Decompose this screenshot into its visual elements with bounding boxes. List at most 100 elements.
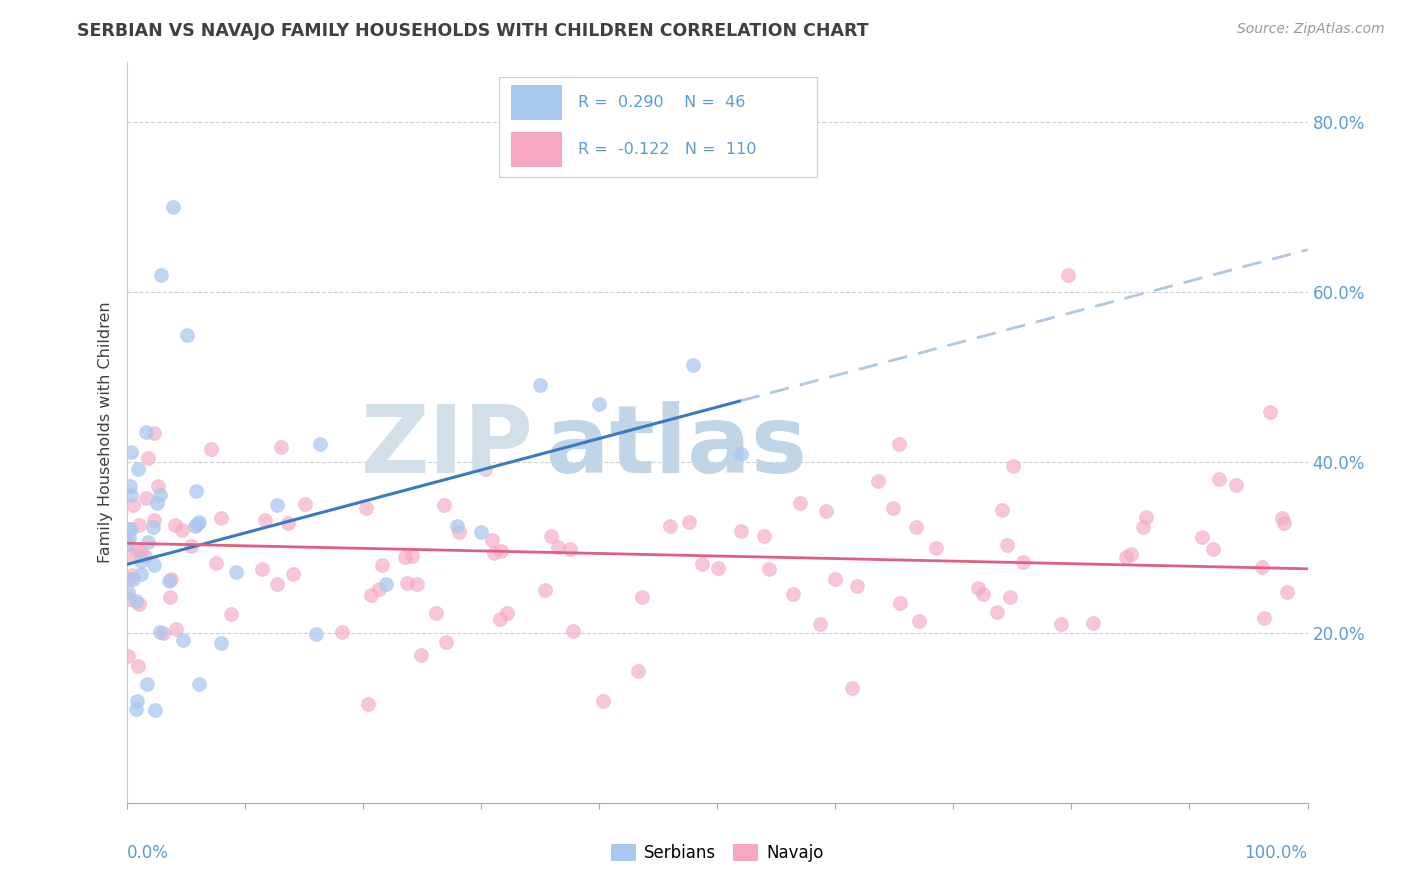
Point	[845, 579, 868, 593]
Point	[121, 568, 143, 582]
Point	[165, 518, 187, 533]
Point	[138, 534, 160, 549]
Point	[160, 573, 183, 587]
Point	[308, 437, 330, 451]
Point	[1271, 510, 1294, 524]
Point	[150, 268, 173, 283]
Point	[1135, 510, 1157, 524]
Point	[966, 581, 988, 595]
Point	[136, 451, 159, 466]
Point	[754, 529, 776, 543]
Point	[1258, 405, 1281, 419]
Point	[159, 590, 181, 604]
Point	[1002, 458, 1025, 473]
Point	[730, 524, 752, 539]
Point	[730, 446, 752, 460]
Point	[474, 461, 496, 475]
Point	[125, 541, 148, 556]
Point	[1119, 547, 1142, 561]
Point	[225, 565, 247, 579]
Point	[908, 614, 931, 628]
Y-axis label: Family Households with Children: Family Households with Children	[97, 301, 112, 564]
Text: Source: ZipAtlas.com: Source: ZipAtlas.com	[1237, 22, 1385, 37]
Point	[152, 625, 174, 640]
Point	[371, 558, 394, 572]
Point	[789, 496, 811, 510]
Point	[204, 556, 226, 570]
Point	[815, 504, 838, 518]
Text: atlas: atlas	[546, 401, 807, 493]
Point	[481, 533, 503, 547]
Point	[165, 622, 187, 636]
Point	[824, 572, 846, 586]
Point	[143, 703, 166, 717]
Point	[129, 545, 152, 559]
Point	[304, 627, 326, 641]
Point	[446, 518, 468, 533]
Point	[562, 624, 585, 638]
Text: SERBIAN VS NAVAJO FAMILY HOUSEHOLDS WITH CHILDREN CORRELATION CHART: SERBIAN VS NAVAJO FAMILY HOUSEHOLDS WITH…	[77, 22, 869, 40]
Point	[882, 501, 904, 516]
Point	[118, 549, 141, 563]
Point	[1275, 584, 1298, 599]
Point	[1057, 268, 1080, 283]
Legend: Serbians, Navajo: Serbians, Navajo	[605, 837, 830, 869]
Point	[692, 557, 714, 571]
Point	[496, 607, 519, 621]
Point	[434, 634, 457, 648]
Point	[488, 611, 510, 625]
Point	[330, 624, 353, 639]
Point	[395, 575, 418, 590]
Point	[394, 550, 416, 565]
Point	[142, 520, 165, 534]
Point	[707, 561, 730, 575]
Point	[889, 436, 911, 450]
Point	[250, 562, 273, 576]
Point	[219, 607, 242, 621]
Point	[117, 585, 139, 599]
Point	[129, 566, 152, 581]
Text: 0.0%: 0.0%	[127, 844, 169, 862]
Point	[627, 664, 650, 678]
Point	[149, 624, 172, 639]
Point	[172, 633, 194, 648]
Point	[254, 513, 277, 527]
Point	[558, 542, 581, 557]
Point	[134, 549, 156, 563]
Point	[266, 577, 288, 591]
Point	[447, 525, 470, 540]
Point	[368, 582, 391, 597]
Point	[117, 531, 139, 545]
Point	[176, 327, 198, 342]
Point	[125, 593, 148, 607]
Point	[135, 491, 157, 505]
Point	[360, 588, 382, 602]
Point	[117, 537, 139, 551]
Point	[1012, 555, 1035, 569]
Point	[533, 583, 555, 598]
Point	[588, 397, 610, 411]
Point	[409, 648, 432, 662]
Point	[122, 572, 145, 586]
Point	[143, 425, 166, 440]
Point	[128, 518, 150, 533]
Point	[995, 538, 1018, 552]
Point	[129, 554, 152, 568]
Point	[540, 529, 562, 543]
Point	[188, 516, 211, 530]
Point	[1000, 590, 1022, 604]
Point	[277, 516, 299, 530]
Point	[972, 587, 994, 601]
Point	[120, 522, 142, 536]
Point	[117, 649, 139, 664]
Point	[482, 545, 505, 559]
Point	[1191, 530, 1213, 544]
Point	[1050, 616, 1073, 631]
Point	[401, 549, 423, 563]
Point	[120, 488, 142, 502]
Point	[529, 378, 551, 392]
Point	[678, 515, 700, 529]
Point	[547, 541, 569, 555]
Point	[905, 520, 928, 534]
Point	[406, 576, 429, 591]
